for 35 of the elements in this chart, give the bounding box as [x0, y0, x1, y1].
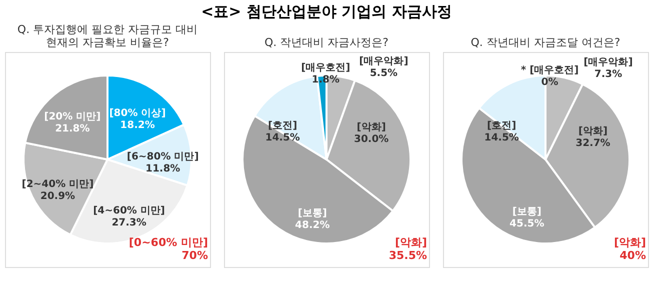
data-label: 27.3%: [112, 218, 146, 229]
data-label: 20.9%: [40, 190, 76, 202]
data-label: 18.2%: [120, 120, 155, 131]
text: [악화] 35.5%: [388, 236, 427, 262]
data-label: 48.2%: [295, 220, 330, 232]
slice-label: [20% 미만]: [44, 112, 101, 123]
text: [0~60% 미만] 70%: [128, 236, 208, 262]
slice-label: [악화]: [356, 122, 386, 133]
slice-label: [악화]: [578, 126, 608, 137]
data-label: 32.7%: [576, 138, 610, 149]
slice-label: [매우호전]: [301, 62, 350, 74]
slice-label: [4~60% 미만]: [93, 206, 165, 217]
data-label: 14.5%: [484, 132, 519, 144]
text: [악화] 40%: [614, 236, 646, 262]
slice-label: [호전]: [487, 120, 516, 132]
slice-label: [보통]: [298, 208, 327, 220]
data-label: 7.3%: [594, 69, 622, 80]
text: 0%: [541, 76, 558, 88]
data-label: 45.5%: [510, 218, 544, 230]
category-label: * [매우호전]: [520, 64, 579, 76]
data-label: 30.0%: [354, 134, 389, 145]
chart-title: Q. 작년대비 자금조달 여건은?: [470, 36, 620, 49]
slice-label: [80% 이상]: [109, 108, 166, 119]
slice-label: [매우악화]: [584, 57, 633, 68]
slice-label: [보통]: [512, 206, 542, 218]
data-label: 5.5%: [370, 68, 398, 79]
slice-label: [6~80% 미만]: [126, 151, 199, 162]
slice-label: [매우악화]: [359, 56, 408, 67]
data-label: 11.8%: [146, 163, 180, 174]
data-label: 21.8%: [55, 124, 90, 135]
text: <표> 첨단산업분야 기업의 자금사정: [201, 2, 452, 20]
chart-title: Q. 투자집행에 필요한 자금규모 대비 현재의 자금확보 비율은?: [17, 23, 198, 49]
slice-label: [호전]: [268, 120, 298, 132]
slice-label: [2~40% 미만]: [22, 178, 94, 190]
chart-title: Q. 작년대비 자금사정은?: [264, 36, 389, 49]
